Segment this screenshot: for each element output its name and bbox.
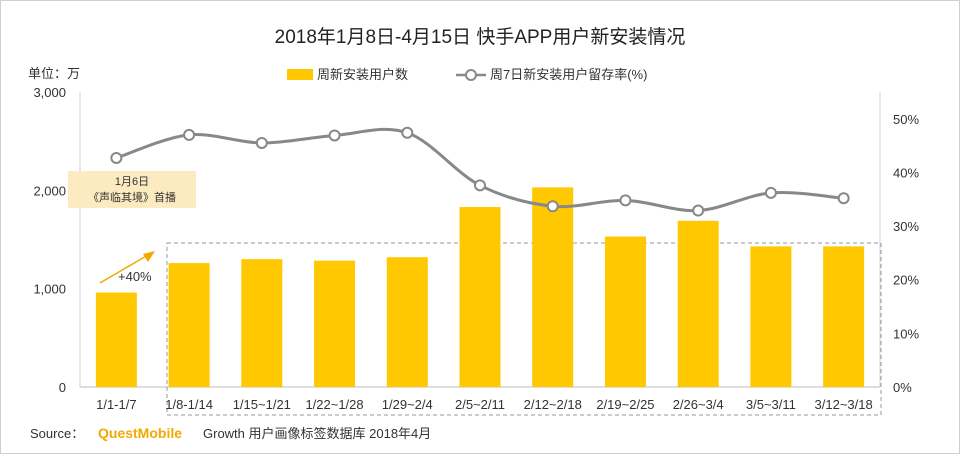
retention-point bbox=[474, 179, 486, 192]
growth-label: +40% bbox=[118, 269, 152, 284]
bar bbox=[241, 259, 283, 387]
bar bbox=[604, 236, 646, 387]
line-series bbox=[110, 126, 850, 217]
bar-series bbox=[95, 187, 865, 387]
chart-title: 2018年1月8日-4月15日 快手APP用户新安装情况 bbox=[275, 26, 686, 48]
retention-point bbox=[837, 192, 850, 205]
retention-point bbox=[255, 136, 268, 149]
bar bbox=[386, 257, 428, 387]
retention-point bbox=[764, 186, 777, 199]
x-axis-ticks: 1/1-1/7 1/8-1/14 1/15~1/21 1/22~1/28 1/29~2/… bbox=[96, 397, 873, 412]
retention-point bbox=[110, 151, 123, 164]
bar bbox=[532, 187, 574, 387]
x-tick-label: 3/12~3/18 bbox=[815, 397, 873, 412]
right-tick-label: 40% bbox=[893, 165, 919, 180]
growth-arrow-head bbox=[143, 251, 155, 262]
left-tick-label: 1,000 bbox=[33, 282, 66, 297]
x-tick-label: 2/26~3/4 bbox=[673, 397, 724, 412]
source-brand: QuestMobile bbox=[98, 425, 182, 441]
bar bbox=[823, 246, 865, 387]
x-tick-label: 3/5~3/11 bbox=[746, 397, 796, 412]
right-tick-label: 30% bbox=[893, 219, 919, 234]
callout-line1: 1月6日 bbox=[115, 176, 149, 188]
retention-point bbox=[401, 126, 414, 139]
retention-point bbox=[328, 129, 341, 142]
bar bbox=[459, 207, 501, 387]
growth-arrow-line bbox=[99, 254, 149, 284]
retention-point bbox=[546, 200, 559, 213]
left-tick-label: 2,000 bbox=[33, 183, 66, 198]
bar bbox=[168, 263, 210, 387]
retention-line bbox=[115, 127, 844, 213]
x-tick-label: 1/1-1/7 bbox=[96, 397, 136, 412]
right-tick-label: 10% bbox=[893, 326, 919, 341]
legend-line-marker bbox=[465, 69, 477, 81]
bar bbox=[750, 246, 792, 387]
legend-line-label: 周7日新安装用户留存率(%) bbox=[490, 67, 647, 82]
source-suffix: Growth 用户画像标签数据库 2018年4月 bbox=[203, 426, 431, 441]
x-tick-label: 1/29~2/4 bbox=[382, 397, 433, 412]
source-note: Source： QuestMobile Growth 用户画像标签数据库 201… bbox=[30, 425, 431, 441]
x-tick-label: 1/8-1/14 bbox=[165, 397, 213, 412]
left-axis-ticks: 0 1,000 2,000 3,000 bbox=[33, 85, 66, 395]
x-tick-label: 1/22~1/28 bbox=[305, 397, 363, 412]
retention-point bbox=[619, 194, 632, 207]
x-tick-label: 2/19~2/25 bbox=[596, 397, 654, 412]
left-tick-label: 3,000 bbox=[33, 85, 66, 100]
left-tick-label: 0 bbox=[59, 380, 66, 395]
right-tick-label: 50% bbox=[893, 112, 919, 127]
x-tick-label: 2/5~2/11 bbox=[455, 397, 505, 412]
callout-box bbox=[68, 171, 196, 208]
retention-point bbox=[692, 204, 705, 217]
legend: 周新安装用户数 周7日新安装用户留存率(%) bbox=[287, 67, 647, 82]
bar bbox=[314, 260, 356, 387]
legend-bar-label: 周新安装用户数 bbox=[317, 67, 408, 82]
legend-bar-swatch bbox=[287, 69, 313, 80]
right-tick-label: 20% bbox=[893, 273, 919, 288]
right-axis-ticks: 0% 10% 20% 30% 40% 50% bbox=[893, 112, 919, 395]
highlight-dashed-box bbox=[166, 242, 882, 416]
bar bbox=[677, 220, 719, 387]
source-prefix: Source： bbox=[30, 426, 84, 441]
callout-line2: 《声临其境》首播 bbox=[88, 190, 176, 204]
x-tick-label: 2/12~2/18 bbox=[524, 397, 582, 412]
x-tick-label: 1/15~1/21 bbox=[233, 397, 291, 412]
bar bbox=[95, 292, 137, 387]
unit-label: 单位：万 bbox=[28, 66, 80, 81]
right-tick-label: 0% bbox=[893, 380, 912, 395]
retention-point bbox=[183, 128, 196, 141]
